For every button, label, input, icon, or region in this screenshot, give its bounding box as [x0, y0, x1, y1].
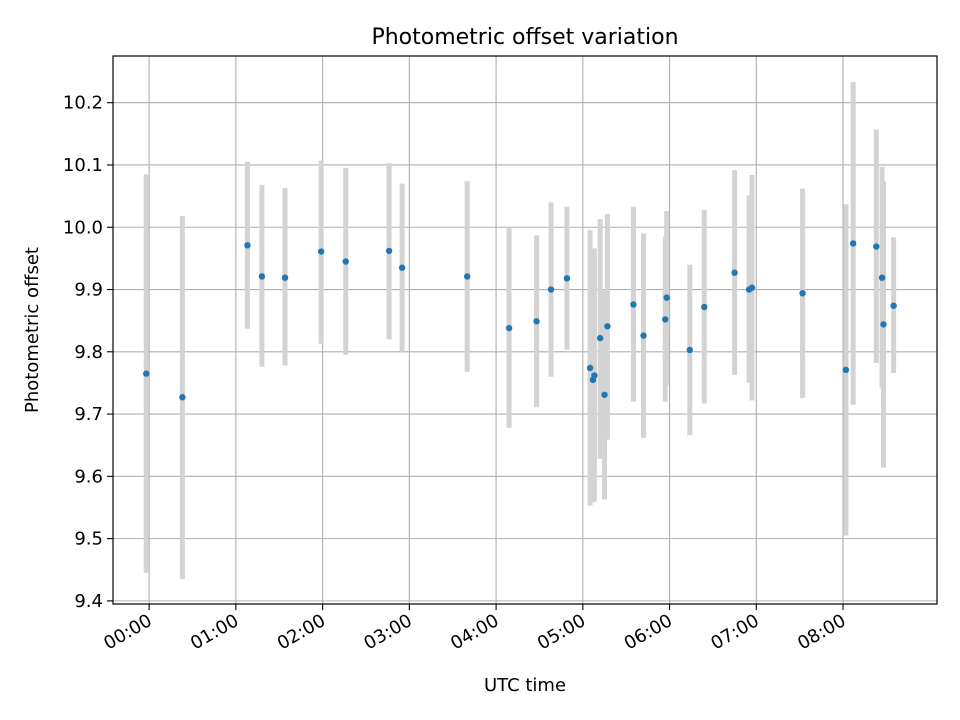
data-point: [596, 334, 604, 342]
y-tick-label: 9.9: [74, 280, 103, 301]
data-point: [398, 264, 406, 271]
data-point: [563, 275, 571, 282]
y-tick-label: 9.8: [74, 342, 103, 363]
y-tick-label: 9.7: [74, 404, 103, 425]
data-point: [701, 303, 708, 311]
y-tick-label: 9.4: [74, 591, 103, 612]
data-point: [604, 323, 611, 330]
plot-area-frame: [112, 55, 938, 605]
data-point: [244, 242, 251, 249]
data-point: [533, 318, 540, 325]
data-point: [281, 274, 289, 281]
y-tick-label: 10.2: [63, 93, 103, 114]
data-point: [586, 364, 594, 372]
data-point: [686, 346, 693, 354]
data-point: [547, 286, 555, 293]
x-axis-label: UTC time: [484, 675, 566, 696]
data-point: [799, 290, 806, 297]
data-point: [143, 370, 150, 377]
data-point: [342, 258, 349, 265]
y-axis-ticks: 9.4 9.5 9.6 9.7 9.8 9.9 10.0 10.1 10.2: [63, 93, 113, 612]
grid: [113, 56, 937, 604]
data-point: [591, 372, 598, 379]
data-point: [748, 284, 756, 291]
data-point: [640, 332, 647, 339]
data-point: [258, 273, 266, 280]
y-tick-label: 10.1: [63, 155, 103, 176]
chart-title: Photometric offset variation: [371, 25, 678, 50]
data-point: [505, 324, 513, 332]
data-point: [890, 302, 897, 309]
data-point: [873, 243, 880, 250]
data-point: [880, 321, 887, 328]
y-tick-label: 9.5: [74, 529, 103, 550]
data-point: [878, 274, 886, 281]
data-point: [849, 240, 857, 247]
data-points: [143, 240, 897, 401]
data-point: [630, 301, 637, 308]
data-point: [662, 316, 669, 323]
data-point: [317, 248, 325, 255]
data-point: [463, 273, 471, 280]
data-point: [601, 391, 608, 398]
data-point: [179, 394, 186, 401]
data-point: [663, 294, 670, 301]
y-tick-label: 10.0: [63, 217, 103, 238]
data-point: [731, 269, 738, 276]
y-tick-label: 9.6: [74, 466, 103, 487]
data-point: [842, 366, 850, 374]
y-axis-label: Photometric offset: [22, 247, 43, 413]
data-point: [385, 247, 393, 255]
